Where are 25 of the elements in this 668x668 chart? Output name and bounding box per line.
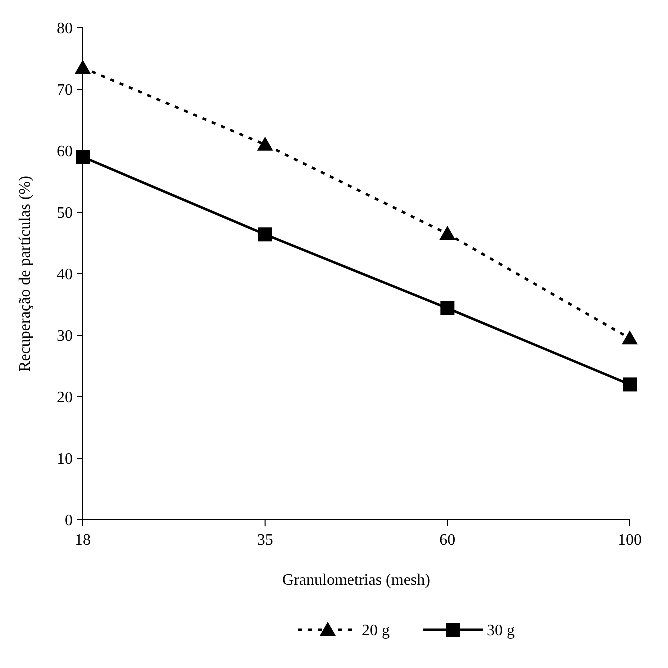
- x-tick-label: 35: [257, 532, 274, 549]
- y-tick-label: 0: [65, 512, 73, 530]
- point: [440, 301, 455, 316]
- y-axis-title: Recuperação de partículas (%): [17, 176, 34, 372]
- x-axis-title: Granulometrias (mesh): [282, 572, 430, 589]
- point: [258, 228, 272, 242]
- point: [622, 330, 638, 345]
- y-tick-label: 40: [57, 266, 73, 284]
- x-tick-label: 100: [618, 532, 642, 549]
- point: [257, 136, 274, 151]
- y-tick-label: 70: [57, 82, 73, 100]
- point: [623, 378, 637, 392]
- x-tick-label: 60: [440, 532, 456, 549]
- legend-label: 30 g: [487, 622, 515, 640]
- y-tick-label: 60: [57, 144, 73, 161]
- y-tick-label: 50: [57, 205, 73, 222]
- point: [75, 60, 91, 74]
- point: [76, 150, 90, 164]
- x-tick-label: 18: [75, 532, 91, 549]
- y-tick-label: 30: [57, 328, 73, 346]
- y-tick-label: 80: [57, 20, 73, 38]
- point: [440, 226, 456, 240]
- legend-label: 20 g: [362, 622, 390, 640]
- y-tick-label: 10: [57, 451, 73, 468]
- y-tick-label: 20: [57, 390, 73, 407]
